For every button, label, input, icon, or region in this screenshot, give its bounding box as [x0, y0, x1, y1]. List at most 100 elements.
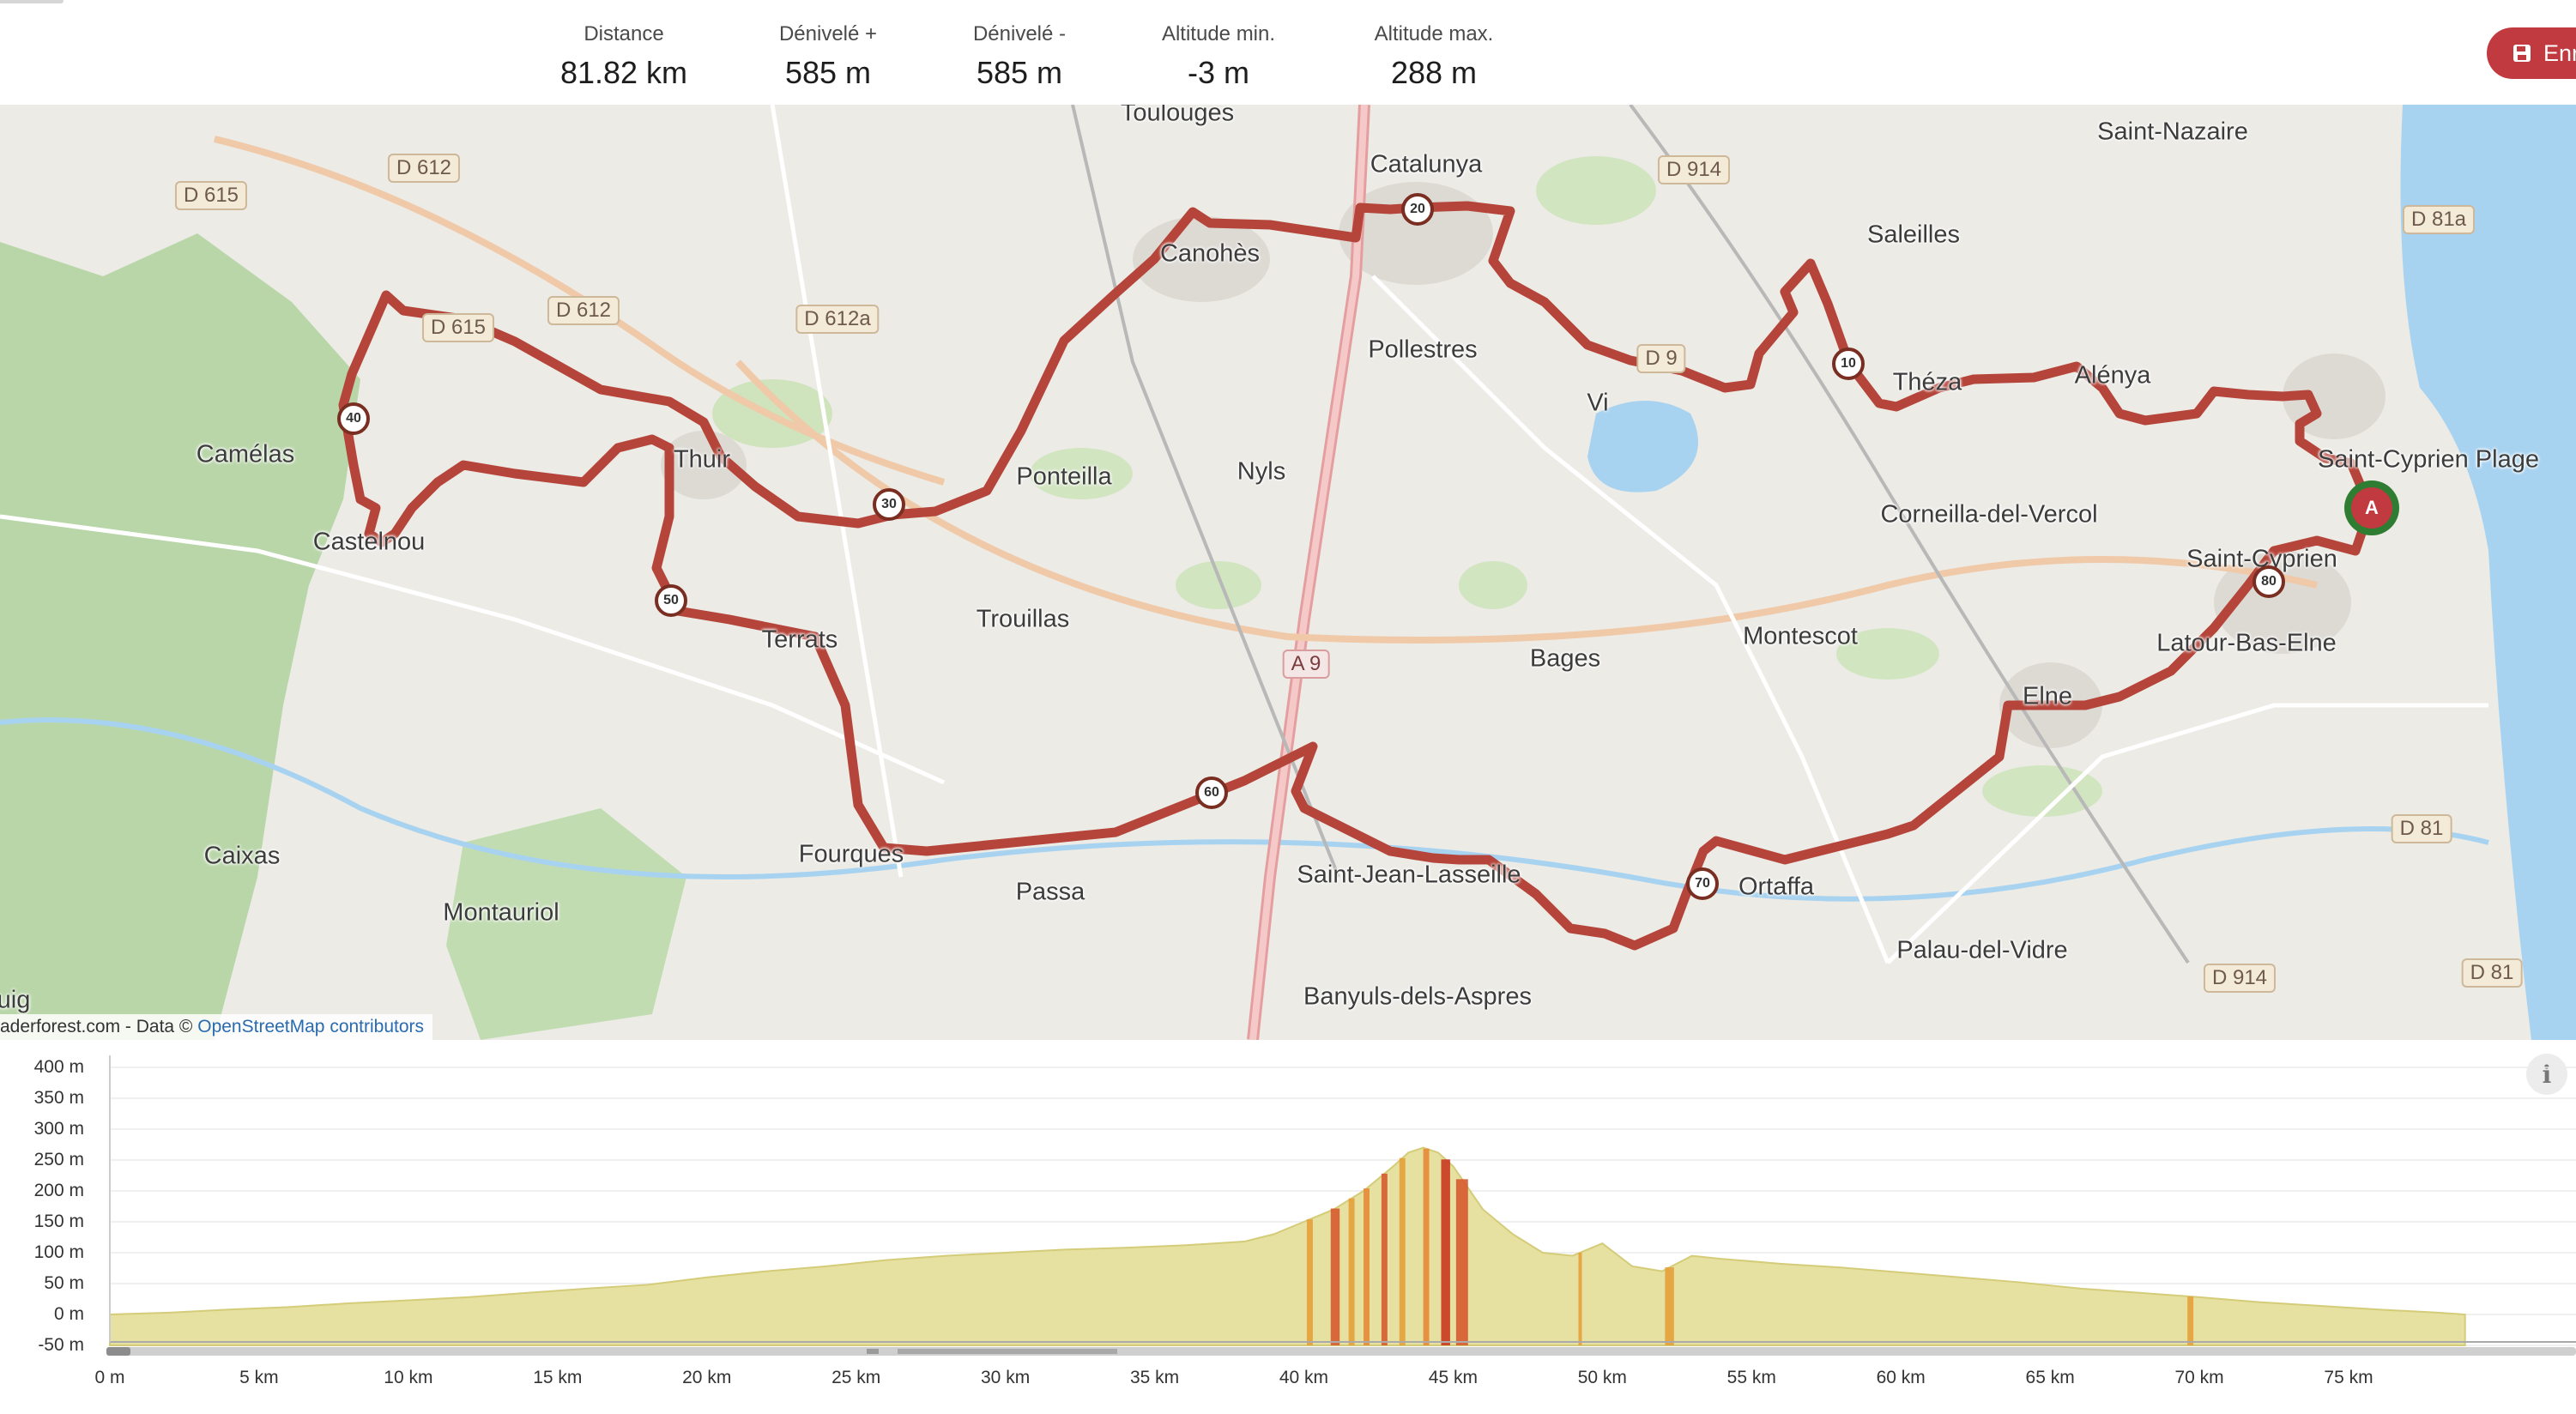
km-marker[interactable]: 10: [1832, 347, 1865, 380]
road-shield: D 612: [547, 296, 620, 325]
stat-label: Altitude max.: [1374, 22, 1494, 45]
x-tick-label: 60 km: [1876, 1368, 1926, 1387]
x-tick-label: 35 km: [1129, 1368, 1180, 1387]
km-marker[interactable]: 60: [1195, 776, 1228, 809]
green-patch: [1030, 448, 1133, 499]
route-map[interactable]: Toulouges Catalunya Saint-Nazaire Saleil…: [0, 105, 2576, 1040]
route-stats-bar: Distance 81.82 km Dénivelé + 585 m Déniv…: [0, 0, 2576, 105]
road-shield: D 612a: [795, 305, 880, 334]
grade-band: [1455, 1179, 1468, 1345]
elevation-area: [109, 1146, 2466, 1346]
stat-label: Altitude min.: [1161, 22, 1276, 45]
attribution-text: - Data ©: [120, 1017, 198, 1036]
urban-area: [661, 431, 747, 499]
range-slider-marker: [867, 1349, 879, 1354]
attribution-text: aderforest.com: [0, 1017, 121, 1036]
y-tick-label: 0 m: [53, 1304, 84, 1324]
elevation-chart[interactable]: [0, 1040, 2576, 1414]
x-tick-label: 65 km: [2025, 1368, 2075, 1387]
place-label: Ortaffa: [1738, 873, 1815, 901]
green-patch: [1836, 628, 1939, 680]
range-slider-handle-left[interactable]: [106, 1347, 130, 1356]
motorway-a9-inner: [1249, 105, 1368, 1040]
place-label: Palau-del-Vidre: [1896, 936, 2068, 964]
road-shield: D 615: [421, 313, 495, 342]
x-tick-label: 0 m: [94, 1368, 125, 1387]
save-button-label: Enre: [2543, 39, 2576, 66]
grade-band: [1381, 1173, 1388, 1345]
place-label: Montescot: [1743, 622, 1858, 650]
place-label: Latour-Bas-Elne: [2156, 629, 2337, 657]
minor-road: [0, 514, 946, 785]
x-tick-label: 5 km: [239, 1368, 279, 1387]
place-label: Théza: [1892, 368, 1962, 396]
x-tick-label: 75 km: [2324, 1368, 2373, 1387]
place-label: Caixas: [203, 842, 281, 870]
lake: [1587, 401, 1698, 492]
stat-distance: Distance 81.82 km: [521, 22, 727, 91]
stat-value: -3 m: [1188, 55, 1249, 90]
grade-band: [1330, 1208, 1340, 1345]
place-label: Toulouges: [1120, 105, 1235, 127]
place-label: Corneilla-del-Vercol: [1880, 500, 2098, 529]
green-patch: [1459, 561, 1527, 609]
save-button[interactable]: Enre: [2487, 27, 2576, 79]
place-label: Saint-Jean-Lasseille: [1297, 861, 1521, 889]
place-label: Vi: [1587, 389, 1609, 417]
grade-band: [1423, 1148, 1430, 1345]
grade-band: [1441, 1159, 1450, 1345]
y-tick-label: 300 m: [33, 1119, 84, 1139]
place-label: Thuir: [673, 445, 731, 474]
map-attribution: aderforest.com - Data © OpenStreetMap co…: [0, 1014, 433, 1040]
green-patch: [1176, 561, 1261, 609]
stat-elevation-gain: Dénivelé + 585 m: [725, 22, 931, 91]
info-icon[interactable]: i: [2526, 1054, 2567, 1095]
km-marker[interactable]: 80: [2252, 565, 2285, 598]
route-line[interactable]: [338, 201, 2375, 951]
x-tick-label: 50 km: [1577, 1368, 1627, 1387]
minor-road: [1886, 703, 2488, 964]
x-tick-label: 55 km: [1726, 1368, 1776, 1387]
y-tick-label: 350 m: [33, 1088, 84, 1108]
river: [0, 717, 2489, 902]
place-label: Canohès: [1159, 239, 1261, 268]
y-tick-label: 50 m: [44, 1273, 84, 1293]
road-shield: D 615: [174, 181, 248, 210]
place-label: Alénya: [2074, 361, 2151, 390]
grade-band: [1348, 1198, 1355, 1345]
railway: [1071, 105, 1340, 878]
place-label: uig: [0, 986, 31, 1014]
place-label: Catalunya: [1370, 150, 1483, 178]
road-shield: D 81a: [2402, 205, 2476, 234]
road-shield: D 81: [2391, 814, 2452, 843]
stat-value: 585 m: [976, 55, 1063, 90]
road-shield: A 9: [1282, 650, 1330, 679]
stat-label: Dénivelé +: [778, 22, 878, 45]
stat-value: 585 m: [784, 55, 872, 90]
km-marker[interactable]: 30: [873, 488, 905, 521]
km-marker[interactable]: 40: [337, 402, 370, 435]
km-marker[interactable]: 70: [1686, 867, 1719, 900]
range-slider-track[interactable]: [106, 1347, 2576, 1356]
openstreetmap-link[interactable]: OpenStreetMap contributors: [197, 1017, 425, 1036]
km-marker[interactable]: 20: [1401, 193, 1434, 226]
railway: [1629, 105, 2190, 964]
forest-area: [446, 808, 686, 1040]
km-marker[interactable]: 50: [655, 584, 687, 617]
main-road: [735, 360, 2318, 644]
place-label: Nyls: [1237, 457, 1286, 486]
road-shield: D 9: [1636, 344, 1686, 373]
place-label: Saint-Nazaire: [2097, 118, 2248, 146]
place-label: Banyuls-dels-Aspres: [1303, 982, 1532, 1011]
stat-altitude-min: Altitude min. -3 m: [1116, 22, 1321, 91]
top-tab-handle[interactable]: [0, 0, 63, 3]
minor-road: [770, 105, 904, 878]
x-tick-label: 25 km: [831, 1368, 881, 1387]
x-tick-label: 30 km: [981, 1368, 1031, 1387]
place-label: Saint-Cyprien Plage: [2318, 445, 2539, 474]
start-marker[interactable]: A: [2351, 487, 2392, 529]
grade-band: [1665, 1267, 1674, 1345]
place-label: Montauriol: [443, 898, 559, 927]
elevation-profile[interactable]: i 400 m 350 m 300 m 250 m 200 m 150 m 100 m 50 …: [0, 1040, 2576, 1414]
place-label: Terrats: [761, 625, 838, 654]
